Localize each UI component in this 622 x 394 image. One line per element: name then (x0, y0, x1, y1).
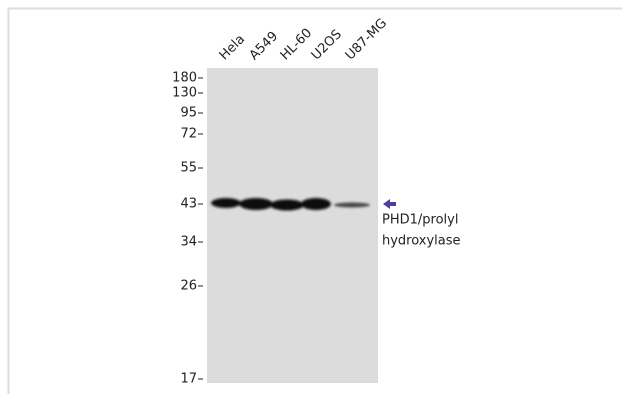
marker-label: 72 (180, 127, 197, 142)
band (270, 200, 304, 211)
band (239, 198, 273, 210)
marker-label: 34 (180, 235, 197, 250)
marker-label: 17 (180, 372, 197, 387)
page: PHD1/prolyl hydroxylase HelaA549HL-60U2O… (0, 0, 622, 394)
marker-label: 55 (180, 161, 197, 176)
lane-label: A549 (247, 29, 281, 63)
marker-label: 130 (172, 86, 197, 101)
annotation-line: PHD1/prolyl (382, 213, 458, 228)
western-blot-figure: PHD1/prolyl hydroxylase HelaA549HL-60U2O… (0, 0, 622, 394)
marker-label: 43 (180, 197, 197, 212)
lane-label: U87-MG (343, 16, 390, 63)
arrow (383, 199, 396, 209)
band (211, 198, 241, 208)
band (301, 198, 331, 210)
annotation-line: hydroxylase (382, 234, 461, 249)
marker-label: 26 (180, 279, 197, 294)
lane-label: HL-60 (278, 26, 315, 63)
lane-label: Hela (217, 32, 248, 63)
membrane (207, 68, 378, 383)
marker-label: 180 (172, 71, 197, 86)
lane-label: U2OS (309, 27, 345, 63)
band (334, 203, 370, 208)
marker-label: 95 (180, 106, 197, 121)
